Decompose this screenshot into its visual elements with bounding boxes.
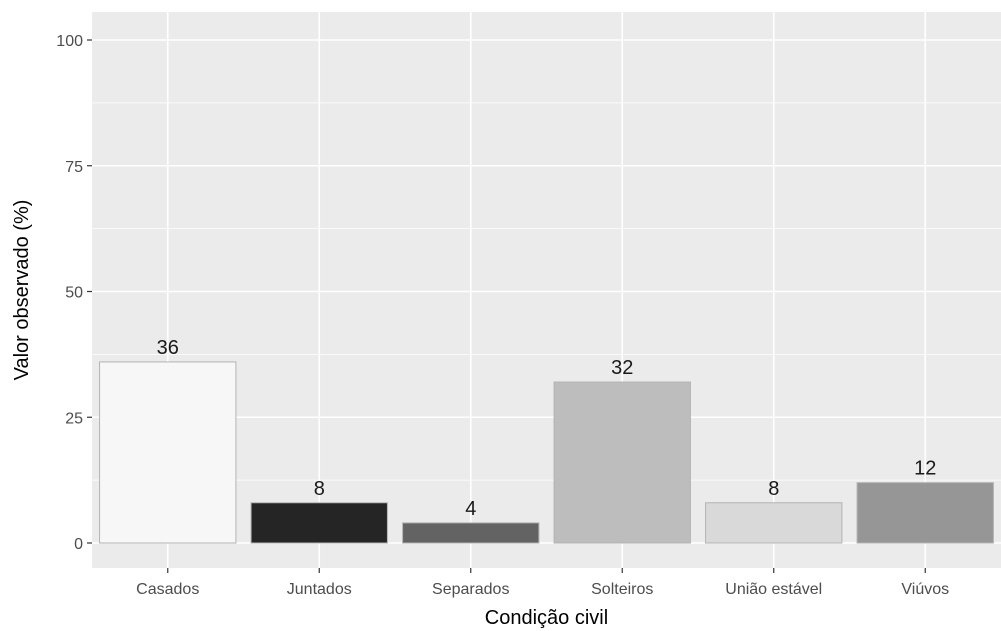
x-tick-label: Viúvos bbox=[901, 581, 949, 598]
x-tick-label: Solteiros bbox=[591, 581, 653, 598]
bar-separados bbox=[402, 522, 540, 544]
bar-juntados bbox=[250, 502, 388, 544]
minor-gridlines bbox=[92, 102, 1001, 481]
x-axis-title: Condição civil bbox=[485, 607, 608, 629]
bar-value-label: 36 bbox=[157, 337, 179, 359]
x-tick-label: Separados bbox=[432, 581, 509, 598]
bar-value-label: 8 bbox=[768, 478, 779, 500]
y-axis: 0 25 50 75 100 bbox=[56, 33, 92, 553]
y-tick-label: 75 bbox=[65, 159, 83, 176]
y-axis-title: Valor observado (%) bbox=[11, 200, 33, 381]
x-tick-label: Casados bbox=[136, 581, 199, 598]
x-axis: Casados Juntados Separados Solteiros União e… bbox=[136, 568, 949, 598]
y-tick-label: 100 bbox=[56, 33, 83, 50]
plot-panel bbox=[92, 12, 1001, 568]
y-tick-label: 0 bbox=[74, 536, 83, 553]
bar-value-label: 12 bbox=[914, 458, 936, 480]
bar-viúvos bbox=[856, 482, 994, 544]
bar-casados bbox=[99, 361, 237, 544]
bar-value-label: 32 bbox=[611, 357, 633, 379]
data-labels: 36 8 4 32 8 12 bbox=[157, 337, 937, 520]
x-tick-label: Juntados bbox=[287, 581, 352, 598]
x-tick-label: União estável bbox=[725, 581, 822, 598]
bar-value-label: 4 bbox=[465, 498, 476, 520]
bars bbox=[99, 361, 994, 544]
bar-value-label: 8 bbox=[314, 478, 325, 500]
bar-união-estável bbox=[705, 502, 843, 544]
y-tick-label: 25 bbox=[65, 410, 83, 427]
bar-solteiros bbox=[553, 381, 691, 544]
y-tick-label: 50 bbox=[65, 285, 83, 302]
